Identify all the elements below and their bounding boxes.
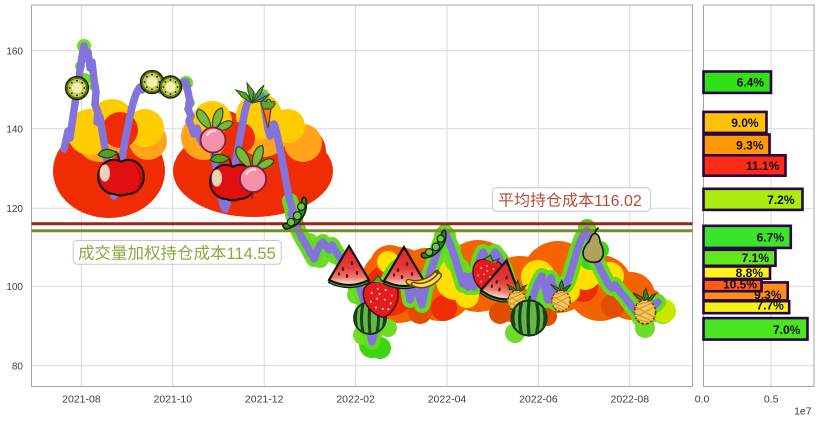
svg-text:116.02: 116.02	[594, 193, 642, 210]
svg-text:2021-12: 2021-12	[245, 393, 284, 405]
svg-text:8.8%: 8.8%	[736, 266, 764, 280]
svg-text:2022-02: 2022-02	[336, 393, 375, 405]
svg-text:9.3%: 9.3%	[754, 288, 782, 302]
svg-text:6.7%: 6.7%	[757, 230, 785, 244]
svg-text:0.5: 0.5	[764, 393, 779, 405]
svg-text:9.0%: 9.0%	[731, 116, 759, 130]
svg-text:2022-06: 2022-06	[519, 393, 558, 405]
svg-text:11.1%: 11.1%	[746, 159, 780, 173]
svg-text:80: 80	[12, 362, 24, 373]
svg-text:2021-10: 2021-10	[154, 393, 193, 405]
svg-text:7.7%: 7.7%	[756, 298, 784, 312]
svg-text:120: 120	[6, 204, 23, 215]
svg-text:10.5%: 10.5%	[723, 277, 757, 291]
svg-text:6.4%: 6.4%	[737, 76, 765, 90]
svg-text:1e7: 1e7	[794, 405, 812, 417]
svg-text:7.1%: 7.1%	[742, 251, 770, 265]
svg-text:0.0: 0.0	[695, 393, 710, 405]
svg-text:100: 100	[6, 282, 23, 293]
svg-text:114.55: 114.55	[227, 245, 276, 263]
svg-text:9.3%: 9.3%	[736, 139, 764, 153]
svg-text:140: 140	[6, 125, 23, 136]
svg-text:160: 160	[6, 46, 23, 57]
svg-text:7.2%: 7.2%	[767, 193, 795, 207]
svg-text:2022-04: 2022-04	[428, 393, 467, 405]
svg-text:7.0%: 7.0%	[773, 323, 801, 337]
svg-text:2022-08: 2022-08	[611, 393, 650, 405]
svg-text:2021-08: 2021-08	[62, 393, 101, 405]
